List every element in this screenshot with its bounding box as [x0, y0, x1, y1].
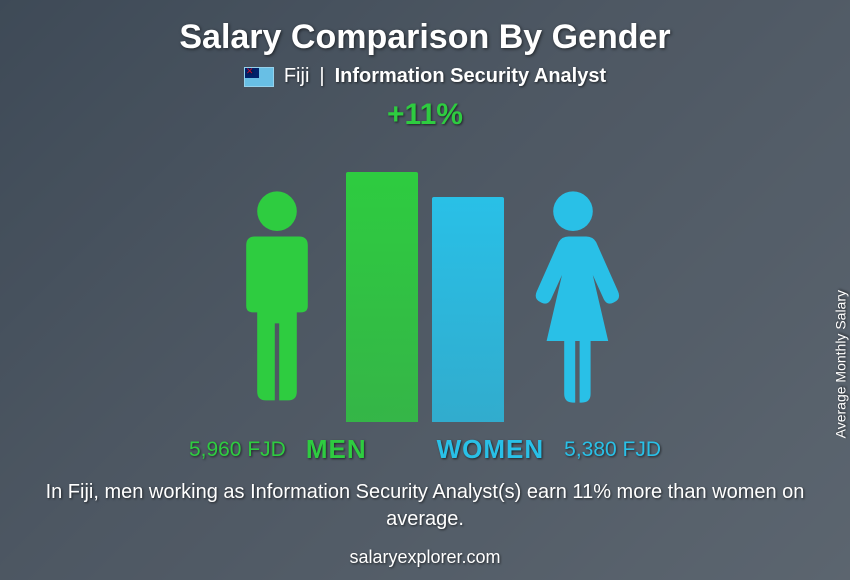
job-title-label: Information Security Analyst: [335, 65, 607, 88]
value-labels-row: 5,960 FJD MEN WOMEN 5,380 FJD: [189, 434, 661, 465]
fiji-flag-icon: [244, 67, 274, 87]
main-title: Salary Comparison By Gender: [179, 18, 670, 57]
separator: |: [319, 65, 324, 88]
subtitle: Fiji | Information Security Analyst: [244, 65, 606, 88]
women-label: WOMEN: [437, 434, 545, 465]
infographic-container: Salary Comparison By Gender Fiji | Infor…: [0, 0, 850, 580]
percentage-badge: +11%: [387, 98, 463, 132]
country-label: Fiji: [284, 65, 310, 88]
comparison-chart: [222, 136, 628, 422]
description-text: In Fiji, men working as Information Secu…: [35, 479, 815, 533]
men-salary-value: 5,960 FJD: [189, 438, 286, 462]
men-label: MEN: [306, 434, 367, 465]
female-icon: [518, 172, 628, 422]
source-attribution: salaryexplorer.com: [349, 547, 500, 568]
women-salary-value: 5,380 FJD: [564, 438, 661, 462]
male-icon: [222, 172, 332, 422]
axis-label: Average Monthly Salary: [832, 290, 848, 438]
women-bar: [432, 197, 504, 422]
men-bar: [346, 172, 418, 422]
